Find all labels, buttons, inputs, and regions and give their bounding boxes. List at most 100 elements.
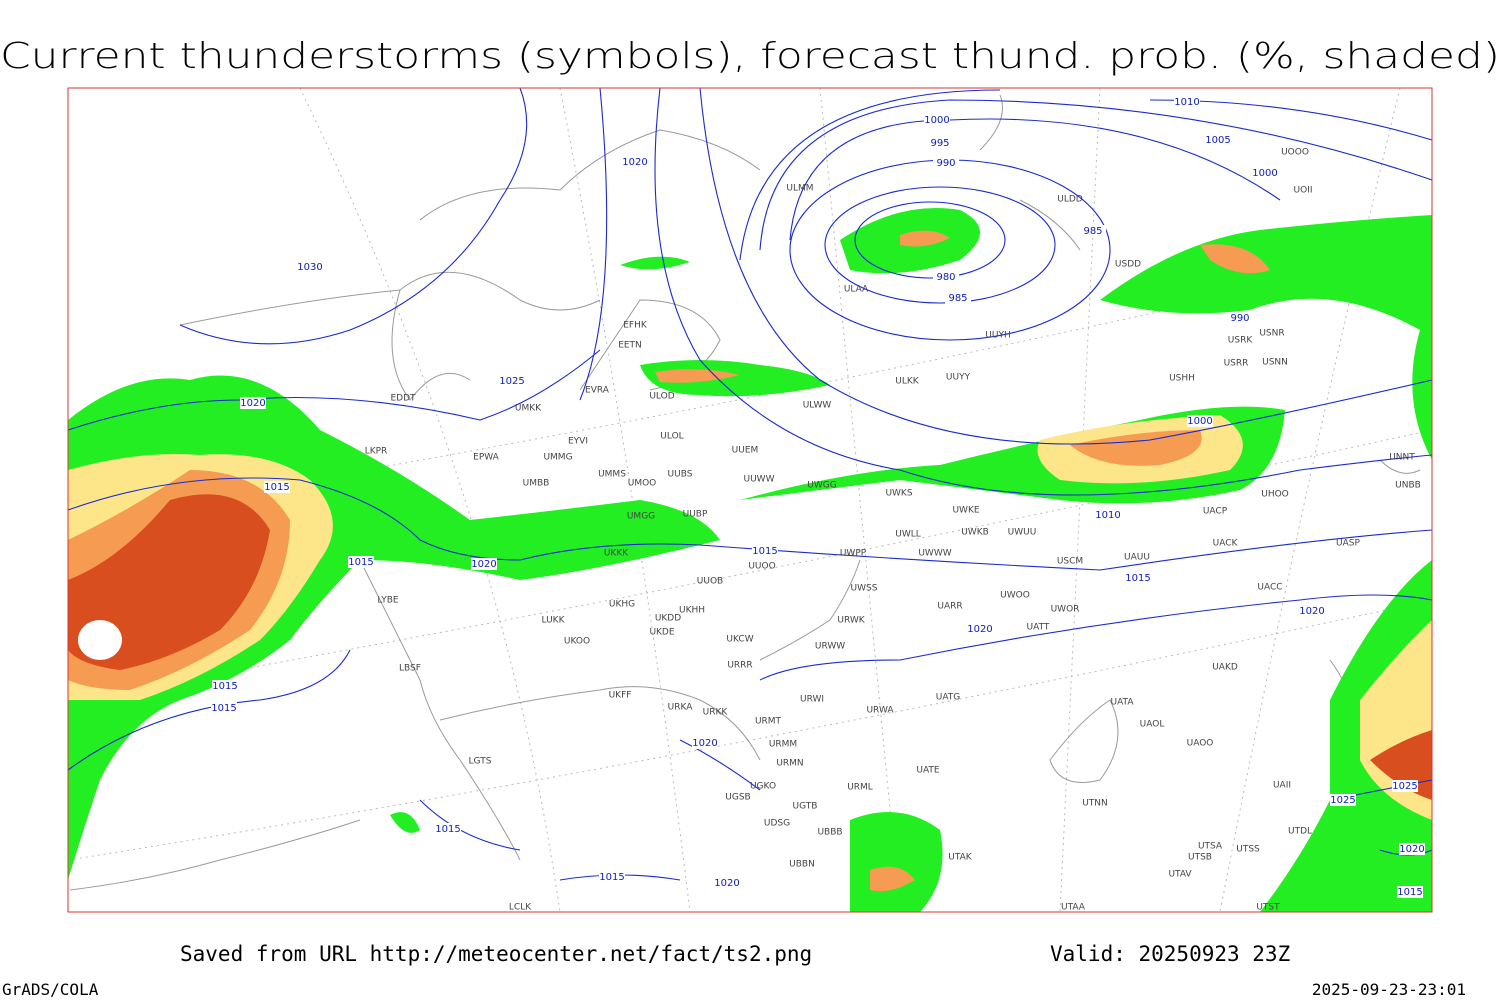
- station-label: UGSB: [725, 793, 750, 803]
- station-label: UNNT: [1389, 453, 1415, 463]
- station-label: UWUU: [1008, 528, 1037, 538]
- station-label: UWKE: [952, 506, 979, 516]
- isobar-label: 1020: [471, 559, 496, 570]
- map-border: [67, 87, 1433, 913]
- station-label: UWSS: [851, 584, 878, 594]
- station-label: ULOD: [649, 392, 674, 402]
- isobar-label-bg: [945, 292, 971, 304]
- isobar-label-bg: [435, 823, 461, 835]
- station-label: URMN: [776, 759, 803, 769]
- isobar-label-bg: [927, 137, 953, 149]
- station-label: EFHK: [623, 321, 648, 331]
- station-label: URKK: [703, 708, 729, 718]
- station-label: UWKS: [885, 489, 912, 499]
- station-label: LGTS: [469, 757, 492, 767]
- station-label: UKHH: [679, 606, 705, 616]
- footer-valid: Valid: 20250923 23Z: [1050, 942, 1290, 966]
- station-label: UWPP: [840, 549, 867, 559]
- station-label: UMBB: [523, 479, 550, 489]
- station-label: ULWW: [803, 401, 832, 411]
- station-label: URMM: [769, 740, 797, 750]
- station-label: UOII: [1294, 186, 1313, 196]
- station-label: UACC: [1257, 583, 1282, 593]
- station-label: UOOO: [1281, 148, 1309, 158]
- station-label: UTAK: [948, 853, 973, 863]
- station-label: URWA: [866, 706, 894, 716]
- footer-timestamp: 2025-09-23-23:01: [1312, 980, 1466, 999]
- isobar-label-bg: [967, 623, 993, 635]
- station-label: UWOO: [1000, 591, 1030, 601]
- station-label: UUOO: [748, 562, 775, 572]
- station-label: UWKB: [961, 528, 989, 538]
- station-label: ULKK: [895, 377, 920, 387]
- isobar-label-bg: [211, 702, 237, 714]
- isobar-label: 990: [936, 158, 955, 169]
- station-label: UMGG: [627, 512, 655, 522]
- station-label: USNN: [1262, 358, 1288, 368]
- isobar-label-bg: [933, 157, 959, 169]
- station-label: UTNN: [1082, 799, 1108, 809]
- isobar-label: 1025: [1392, 781, 1417, 792]
- isobar-label: 1020: [714, 878, 739, 889]
- station-label: UTDL: [1288, 827, 1312, 837]
- station-label: ULDD: [1057, 195, 1083, 205]
- isobar-label-bg: [1174, 96, 1200, 108]
- isobar-label-bg: [212, 680, 238, 692]
- isobar-label: 1015: [264, 482, 289, 493]
- station-label: UAOO: [1187, 739, 1214, 749]
- isobar-label: 1015: [599, 872, 624, 883]
- station-label: UKKK: [604, 549, 629, 559]
- station-label: URRR: [727, 661, 752, 671]
- footer-source: Saved from URL http://meteocenter.net/fa…: [180, 942, 812, 966]
- isobar-label-bg: [933, 271, 959, 283]
- station-label: URMT: [755, 717, 782, 727]
- station-label: UMMS: [598, 470, 626, 480]
- isobar-label: 1030: [297, 262, 322, 273]
- station-label: UWLL: [895, 530, 921, 540]
- isobar-label-bg: [1227, 312, 1253, 324]
- isobar-label: 1010: [1095, 510, 1120, 521]
- isobar-label-bg: [240, 397, 266, 409]
- station-label: UAKD: [1212, 663, 1238, 673]
- station-label: UUOB: [697, 577, 723, 587]
- station-label: URKA: [668, 703, 694, 713]
- isobar-label: 1000: [1187, 416, 1212, 427]
- station-label: EPWA: [473, 453, 500, 463]
- station-label: UKHG: [609, 600, 635, 610]
- isobar-label: 1020: [622, 157, 647, 168]
- station-label: LUKK: [542, 616, 566, 626]
- isobar-label-bg: [1187, 415, 1213, 427]
- station-label: URWW: [815, 642, 845, 652]
- isobar-label-bg: [1399, 843, 1425, 855]
- isobar-label-bg: [1392, 780, 1418, 792]
- station-label: USRR: [1224, 359, 1249, 369]
- station-label: UWOR: [1051, 605, 1080, 615]
- isobar-label: 1015: [212, 681, 237, 692]
- station-label: UMOO: [628, 479, 657, 489]
- isobar-label-bg: [1095, 509, 1121, 521]
- isobar-label-bg: [1080, 225, 1106, 237]
- station-label: USDD: [1115, 260, 1141, 270]
- station-label: UWGG: [807, 481, 836, 491]
- station-label: EYVI: [568, 437, 588, 447]
- isobar-label: 1000: [1252, 168, 1277, 179]
- station-label: UUBP: [683, 510, 708, 520]
- station-label: EDDT: [390, 394, 416, 404]
- station-label: UTAA: [1061, 903, 1086, 913]
- isobar-label-bg: [692, 737, 718, 749]
- station-label: UATG: [936, 693, 961, 703]
- isobar-label-bg: [1397, 886, 1423, 898]
- station-label: UATA: [1110, 698, 1134, 708]
- station-label: UUYY: [946, 373, 971, 383]
- isobar-label: 985: [1083, 226, 1102, 237]
- isobar-label: 1020: [967, 624, 992, 635]
- station-label: UACP: [1203, 507, 1228, 517]
- station-label: UKFF: [609, 691, 632, 701]
- isobar-label: 1020: [692, 738, 717, 749]
- footer-software: GrADS/COLA: [2, 980, 99, 999]
- isobar-label: 1015: [752, 546, 777, 557]
- station-label: UKOO: [564, 637, 590, 647]
- isobar-label: 1020: [1299, 606, 1324, 617]
- station-label: LBSF: [399, 664, 421, 674]
- station-label: UTSB: [1188, 853, 1212, 863]
